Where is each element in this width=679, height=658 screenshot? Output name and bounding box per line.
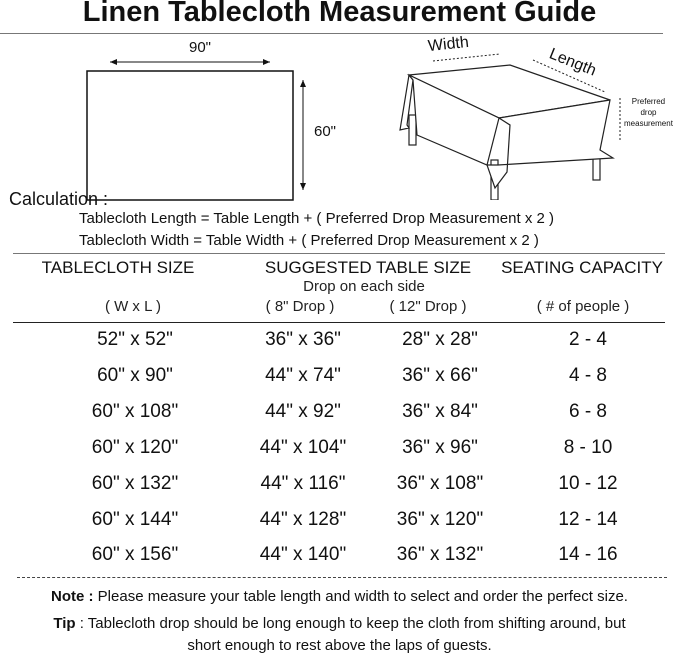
table-cell: 36" x 36" <box>265 329 341 350</box>
table-cell: 44" x 128" <box>259 508 347 530</box>
cloth-rectangle <box>86 70 294 201</box>
table-cell: 6 - 8 <box>568 400 608 422</box>
table-cell: 60" x 108" <box>91 400 179 422</box>
table-cell: 12 - 14 <box>558 508 618 530</box>
table-cell: 60" x 156" <box>91 544 179 566</box>
subheader-8-drop: ( 8" Drop ) <box>265 298 335 315</box>
header-suggested-table-size: SUGGESTED TABLE SIZE <box>264 258 472 277</box>
tip-continued: short enough to rest above the laps of g… <box>187 637 492 654</box>
table-cell: 60" x 132" <box>91 472 179 494</box>
table-cell: 36" x 120" <box>396 508 484 530</box>
table-cell: 44" x 116" <box>260 472 346 494</box>
subheader-12-drop: ( 12" Drop ) <box>389 298 467 315</box>
footer-divider <box>17 577 667 578</box>
table-cell: 44" x 140" <box>259 544 347 566</box>
table-cell: 44" x 74" <box>265 364 341 386</box>
header-divider <box>13 322 665 323</box>
flat-cloth-diagram <box>86 59 306 201</box>
header-seating-capacity: SEATING CAPACITY <box>501 258 663 277</box>
table-cell: 4 - 8 <box>568 364 608 386</box>
table-cell: 44" x 104" <box>259 436 347 458</box>
table-cell: 36" x 84" <box>402 400 478 422</box>
drop-label: Preferred drop measurement <box>624 97 673 128</box>
table-cell: 60" x 144" <box>91 508 179 530</box>
table-cell: 52" x 52" <box>97 329 173 350</box>
width-formula: Tablecloth Width = Table Width + ( Prefe… <box>79 232 539 249</box>
table-cell: 36" x 96" <box>402 436 478 458</box>
table-cell: 44" x 92" <box>265 400 341 422</box>
table-cell: 8 - 10 <box>563 436 613 458</box>
subheader-wxl: ( W x L ) <box>104 298 162 315</box>
tip: Tip : Tablecloth drop should be long eno… <box>53 615 626 632</box>
header-tablecloth-size: TABLECLOTH SIZE <box>41 258 195 277</box>
subheader-people: ( # of people ) <box>536 298 630 315</box>
calculation-heading: Calculation : <box>9 189 109 209</box>
table-cell: 60" x 90" <box>97 364 173 386</box>
note: Note : Please measure your table length … <box>51 588 628 605</box>
table-cell: 36" x 66" <box>402 364 478 386</box>
drop-note: Drop on each side <box>303 278 425 295</box>
width-label: 90" <box>188 39 211 56</box>
table-cell: 60" x 120" <box>91 436 179 458</box>
length-formula: Tablecloth Length = Table Length + ( Pre… <box>79 210 554 227</box>
table-cell: 14 - 16 <box>558 544 618 566</box>
height-label: 60" <box>314 123 337 140</box>
table-cell: 28" x 28" <box>402 329 478 350</box>
table-cell: 10 - 12 <box>558 472 618 494</box>
title-divider <box>0 33 663 34</box>
table-cell: 36" x 132" <box>396 544 484 566</box>
table-top-divider <box>13 253 665 254</box>
table-leg <box>408 114 417 146</box>
table-cell: 2 - 4 <box>568 329 608 350</box>
table-illustration <box>399 53 621 200</box>
page-title: Linen Tablecloth Measurement Guide <box>82 0 597 28</box>
table-cell: 36" x 108" <box>396 472 484 494</box>
